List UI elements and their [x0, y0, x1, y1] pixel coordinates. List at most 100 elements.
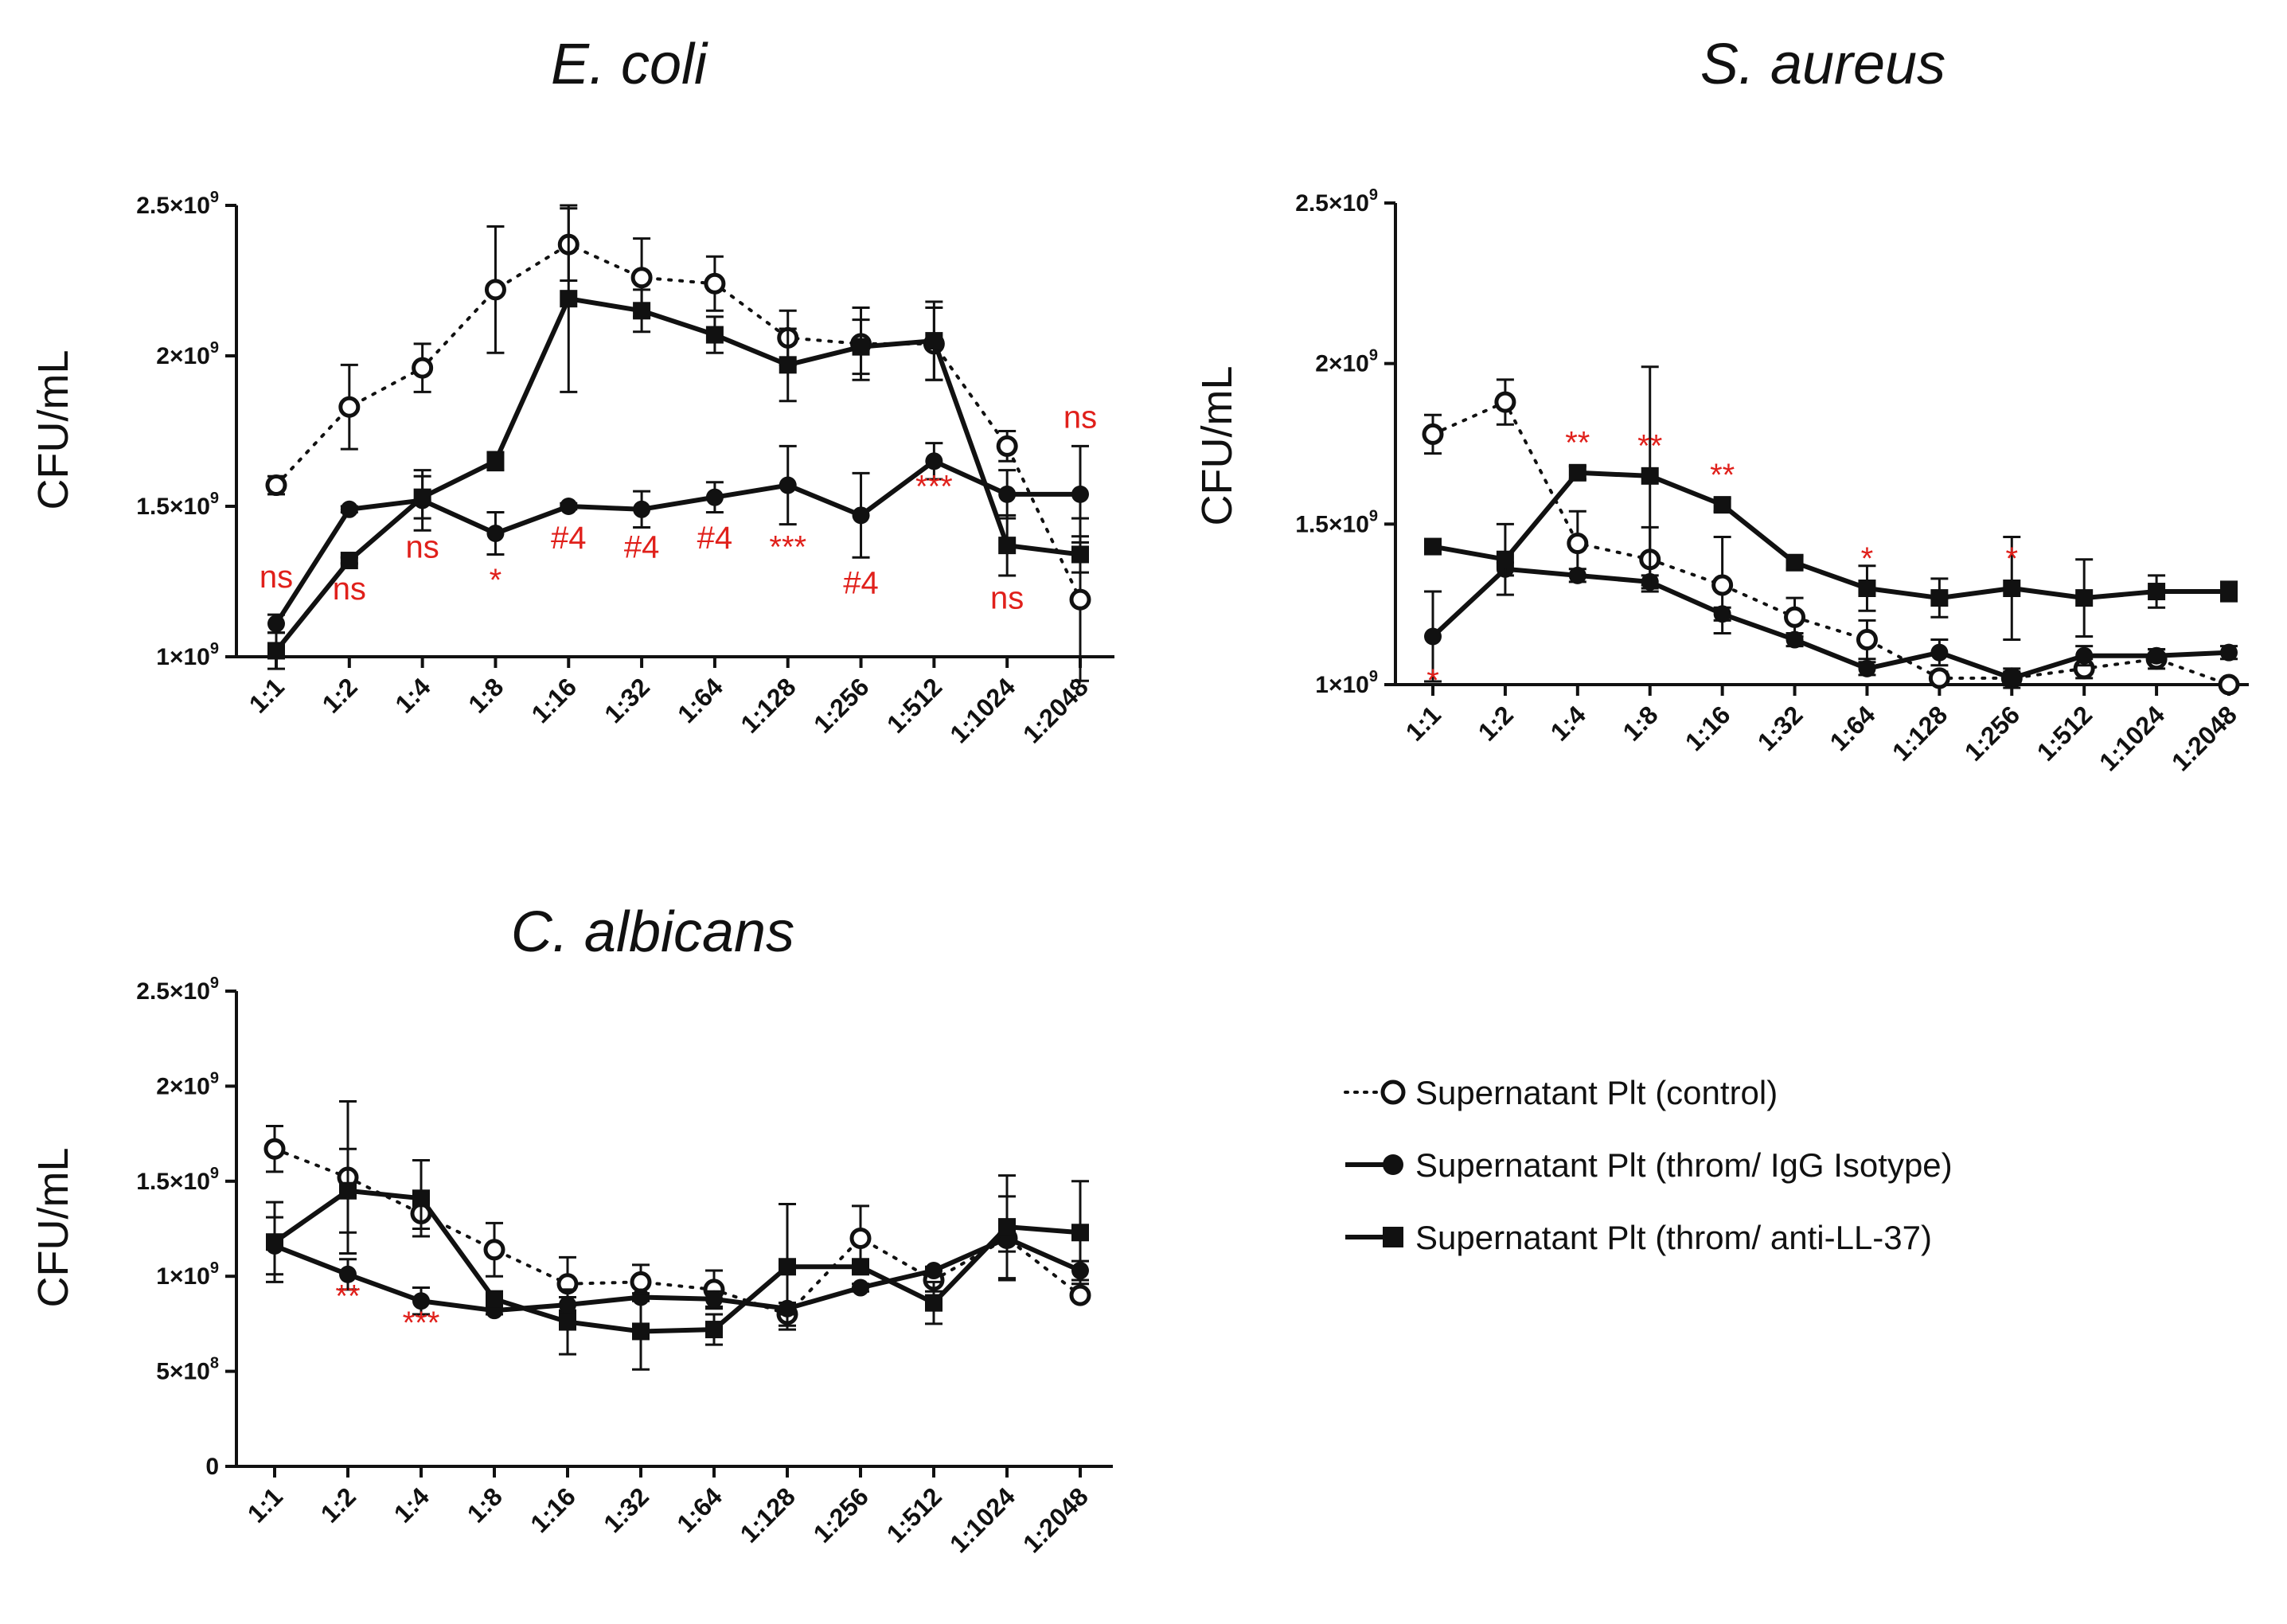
x-tick-label: 1:64 — [671, 1482, 728, 1538]
x-tick-label: 1:8 — [462, 1482, 508, 1528]
y-tick-label: 1×109 — [156, 640, 219, 670]
significance-label: *** — [403, 1306, 440, 1341]
data-point-igg — [852, 1279, 869, 1297]
data-point-control — [630, 1271, 652, 1293]
chart-title: C. albicans — [511, 900, 794, 964]
x-tick-label: 1:256 — [808, 1482, 874, 1548]
data-point-anti — [779, 356, 797, 374]
x-tick-label: 1:2 — [1473, 700, 1519, 746]
significance-label: * — [1426, 663, 1439, 698]
data-point-igg — [1424, 627, 1442, 646]
data-point-anti — [2075, 589, 2094, 607]
x-tick-label: 1:256 — [808, 672, 874, 738]
data-point-anti — [340, 552, 358, 570]
significance-label: *** — [769, 529, 806, 564]
data-point-igg — [267, 615, 285, 633]
x-tick-label: 1:2 — [315, 1482, 361, 1528]
chart-title: S. aureus — [1700, 33, 1946, 96]
series-control — [1422, 378, 2240, 696]
chart-title: E. coli — [551, 33, 708, 96]
data-point-igg — [1858, 659, 1876, 677]
data-point-anti — [1858, 580, 1876, 597]
x-tick-label: 1:32 — [598, 1482, 654, 1538]
data-point-anti — [1641, 467, 1659, 485]
data-point-control — [412, 357, 434, 379]
data-point-control — [1422, 423, 1444, 445]
data-point-control — [484, 279, 506, 301]
significance-label: ns — [990, 581, 1024, 616]
x-tick-label: 1:512 — [2031, 700, 2098, 766]
data-point-anti — [852, 338, 870, 356]
data-point-control — [2218, 673, 2240, 696]
panel-ecoli: E. coli CFU/mL 1×109 1.5×109 2×109 2.5×109 1:1… — [29, 33, 1114, 748]
data-point-igg — [852, 506, 870, 525]
significance-label: ** — [1565, 426, 1590, 461]
significance-label: * — [1861, 541, 1874, 576]
series-line-anti — [274, 296, 1083, 654]
significance-label: #4 — [624, 529, 660, 564]
significance-label: ** — [1710, 458, 1735, 493]
data-point-control — [1069, 588, 1091, 611]
y-tick-label: 2.5×109 — [1295, 186, 1378, 217]
x-tick-label: 1:1 — [242, 1482, 288, 1528]
x-tick-label: 1:8 — [462, 672, 509, 718]
y-tick-label: 1.5×109 — [136, 1165, 219, 1195]
data-point-anti — [633, 302, 651, 320]
data-point-control — [849, 1227, 872, 1249]
data-point-igg — [1071, 485, 1089, 503]
significance-label: ns — [1063, 400, 1097, 435]
x-tick-label: 1:16 — [525, 1482, 581, 1538]
significance-label: #4 — [697, 521, 733, 556]
significance-label: ns — [260, 560, 293, 595]
data-point-anti — [705, 326, 724, 344]
series-igg — [1424, 560, 2238, 687]
significance-label: *** — [915, 470, 953, 505]
legend-entry-anti: Supernatant Plt (throm/ anti-LL-37) — [1345, 1219, 1932, 1256]
series-anti — [266, 1147, 1089, 1371]
data-point-anti — [486, 452, 505, 470]
data-point-anti — [1785, 553, 1804, 572]
y-tick-label: 1.5×109 — [1295, 507, 1378, 537]
filled-circle-icon — [1383, 1154, 1403, 1175]
y-tick-label: 2×109 — [156, 1069, 219, 1099]
data-point-control — [996, 435, 1018, 457]
data-point-anti — [1424, 537, 1442, 556]
data-point-igg — [1785, 630, 1804, 649]
data-point-anti — [1071, 545, 1089, 564]
data-point-control — [265, 474, 287, 497]
data-point-control — [1928, 667, 1950, 689]
panels: E. coli CFU/mL 1×109 1.5×109 2×109 2.5×109 1:1… — [29, 33, 2249, 1558]
data-point-igg — [1713, 605, 1731, 623]
legend-entry-igg: Supernatant Plt (throm/ IgG Isotype) — [1345, 1146, 1953, 1184]
significance-label: ns — [406, 529, 439, 564]
significance-label: #4 — [551, 521, 587, 556]
x-tick-label: 1:128 — [735, 672, 801, 738]
data-point-igg — [1568, 566, 1586, 584]
data-point-control — [1784, 606, 1806, 628]
data-point-igg — [2148, 646, 2166, 665]
open-circle-icon — [1380, 1079, 1406, 1105]
x-tick-label: 1:2048 — [1017, 672, 1094, 748]
series-anti — [1424, 365, 2238, 642]
significance-label: ** — [335, 1279, 360, 1314]
data-point-anti — [267, 642, 285, 660]
data-point-igg — [339, 1265, 357, 1283]
data-point-anti — [412, 1189, 430, 1208]
data-point-anti — [925, 332, 943, 350]
data-point-anti — [1930, 589, 1949, 607]
significance-label: ** — [1637, 429, 1662, 464]
data-point-control — [1494, 391, 1516, 413]
data-point-control — [483, 1239, 505, 1261]
series-line-control — [275, 243, 1082, 602]
legend-label-igg: Supernatant Plt (throm/ IgG Isotype) — [1415, 1146, 1953, 1184]
data-point-control — [1069, 1284, 1091, 1306]
y-tick-label: 1.5×109 — [136, 490, 219, 520]
x-tick-label: 1:256 — [1959, 700, 2025, 766]
y-tick-label: 0 — [205, 1454, 219, 1480]
x-tick-label: 1:1 — [244, 672, 290, 718]
data-point-anti — [998, 537, 1017, 555]
x-tick-label: 1:1024 — [944, 672, 1021, 748]
data-point-anti — [632, 1322, 650, 1341]
x-tick-label: 1:4 — [1545, 700, 1591, 746]
